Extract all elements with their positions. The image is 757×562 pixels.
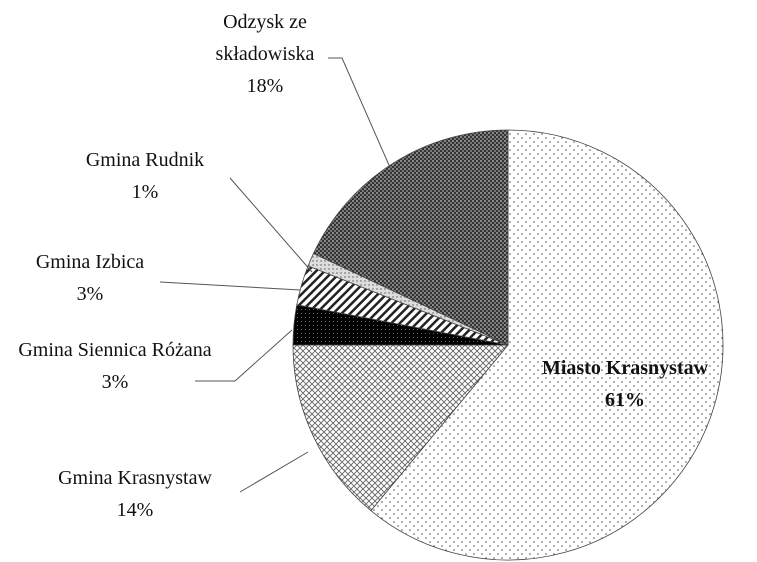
leader-line — [328, 57, 393, 173]
slice-name: Gmina Rudnik — [85, 149, 205, 171]
slice-name: Gmina Izbica — [35, 251, 145, 273]
slice-label: Odzysk ze składowiska 18% — [190, 6, 340, 102]
slice-name: Miasto Krasnystaw — [541, 357, 709, 379]
slice-label: Gmina Izbica 3% — [0, 246, 180, 310]
slice-label: Gmina Rudnik 1% — [55, 144, 235, 208]
slice-label: Gmina Siennica Różana 3% — [15, 334, 215, 398]
slice-percent: 14% — [116, 499, 154, 521]
slice-name: Gmina Siennica Różana — [18, 339, 212, 361]
leader-line — [229, 177, 313, 273]
slice-name: Gmina Krasnystaw — [58, 467, 212, 489]
slice-percent: 18% — [246, 75, 284, 97]
pie-slice — [370, 129, 724, 561]
slice-percent: 61% — [605, 389, 645, 411]
slice-name: Odzysk ze składowiska — [215, 11, 315, 65]
leader-lines — [159, 57, 393, 493]
slice-percent: 3% — [101, 371, 129, 393]
pie-slice — [312, 129, 509, 346]
slice-percent: 1% — [131, 181, 159, 203]
leader-line — [239, 451, 309, 493]
slice-label: Miasto Krasnystaw 61% — [525, 352, 725, 416]
slice-percent: 3% — [76, 283, 104, 305]
leader-line — [195, 329, 293, 382]
pie-slice — [292, 344, 509, 512]
leader-line — [159, 281, 301, 291]
slices — [292, 129, 724, 561]
slice-label: Gmina Krasnystaw 14% — [15, 462, 255, 526]
